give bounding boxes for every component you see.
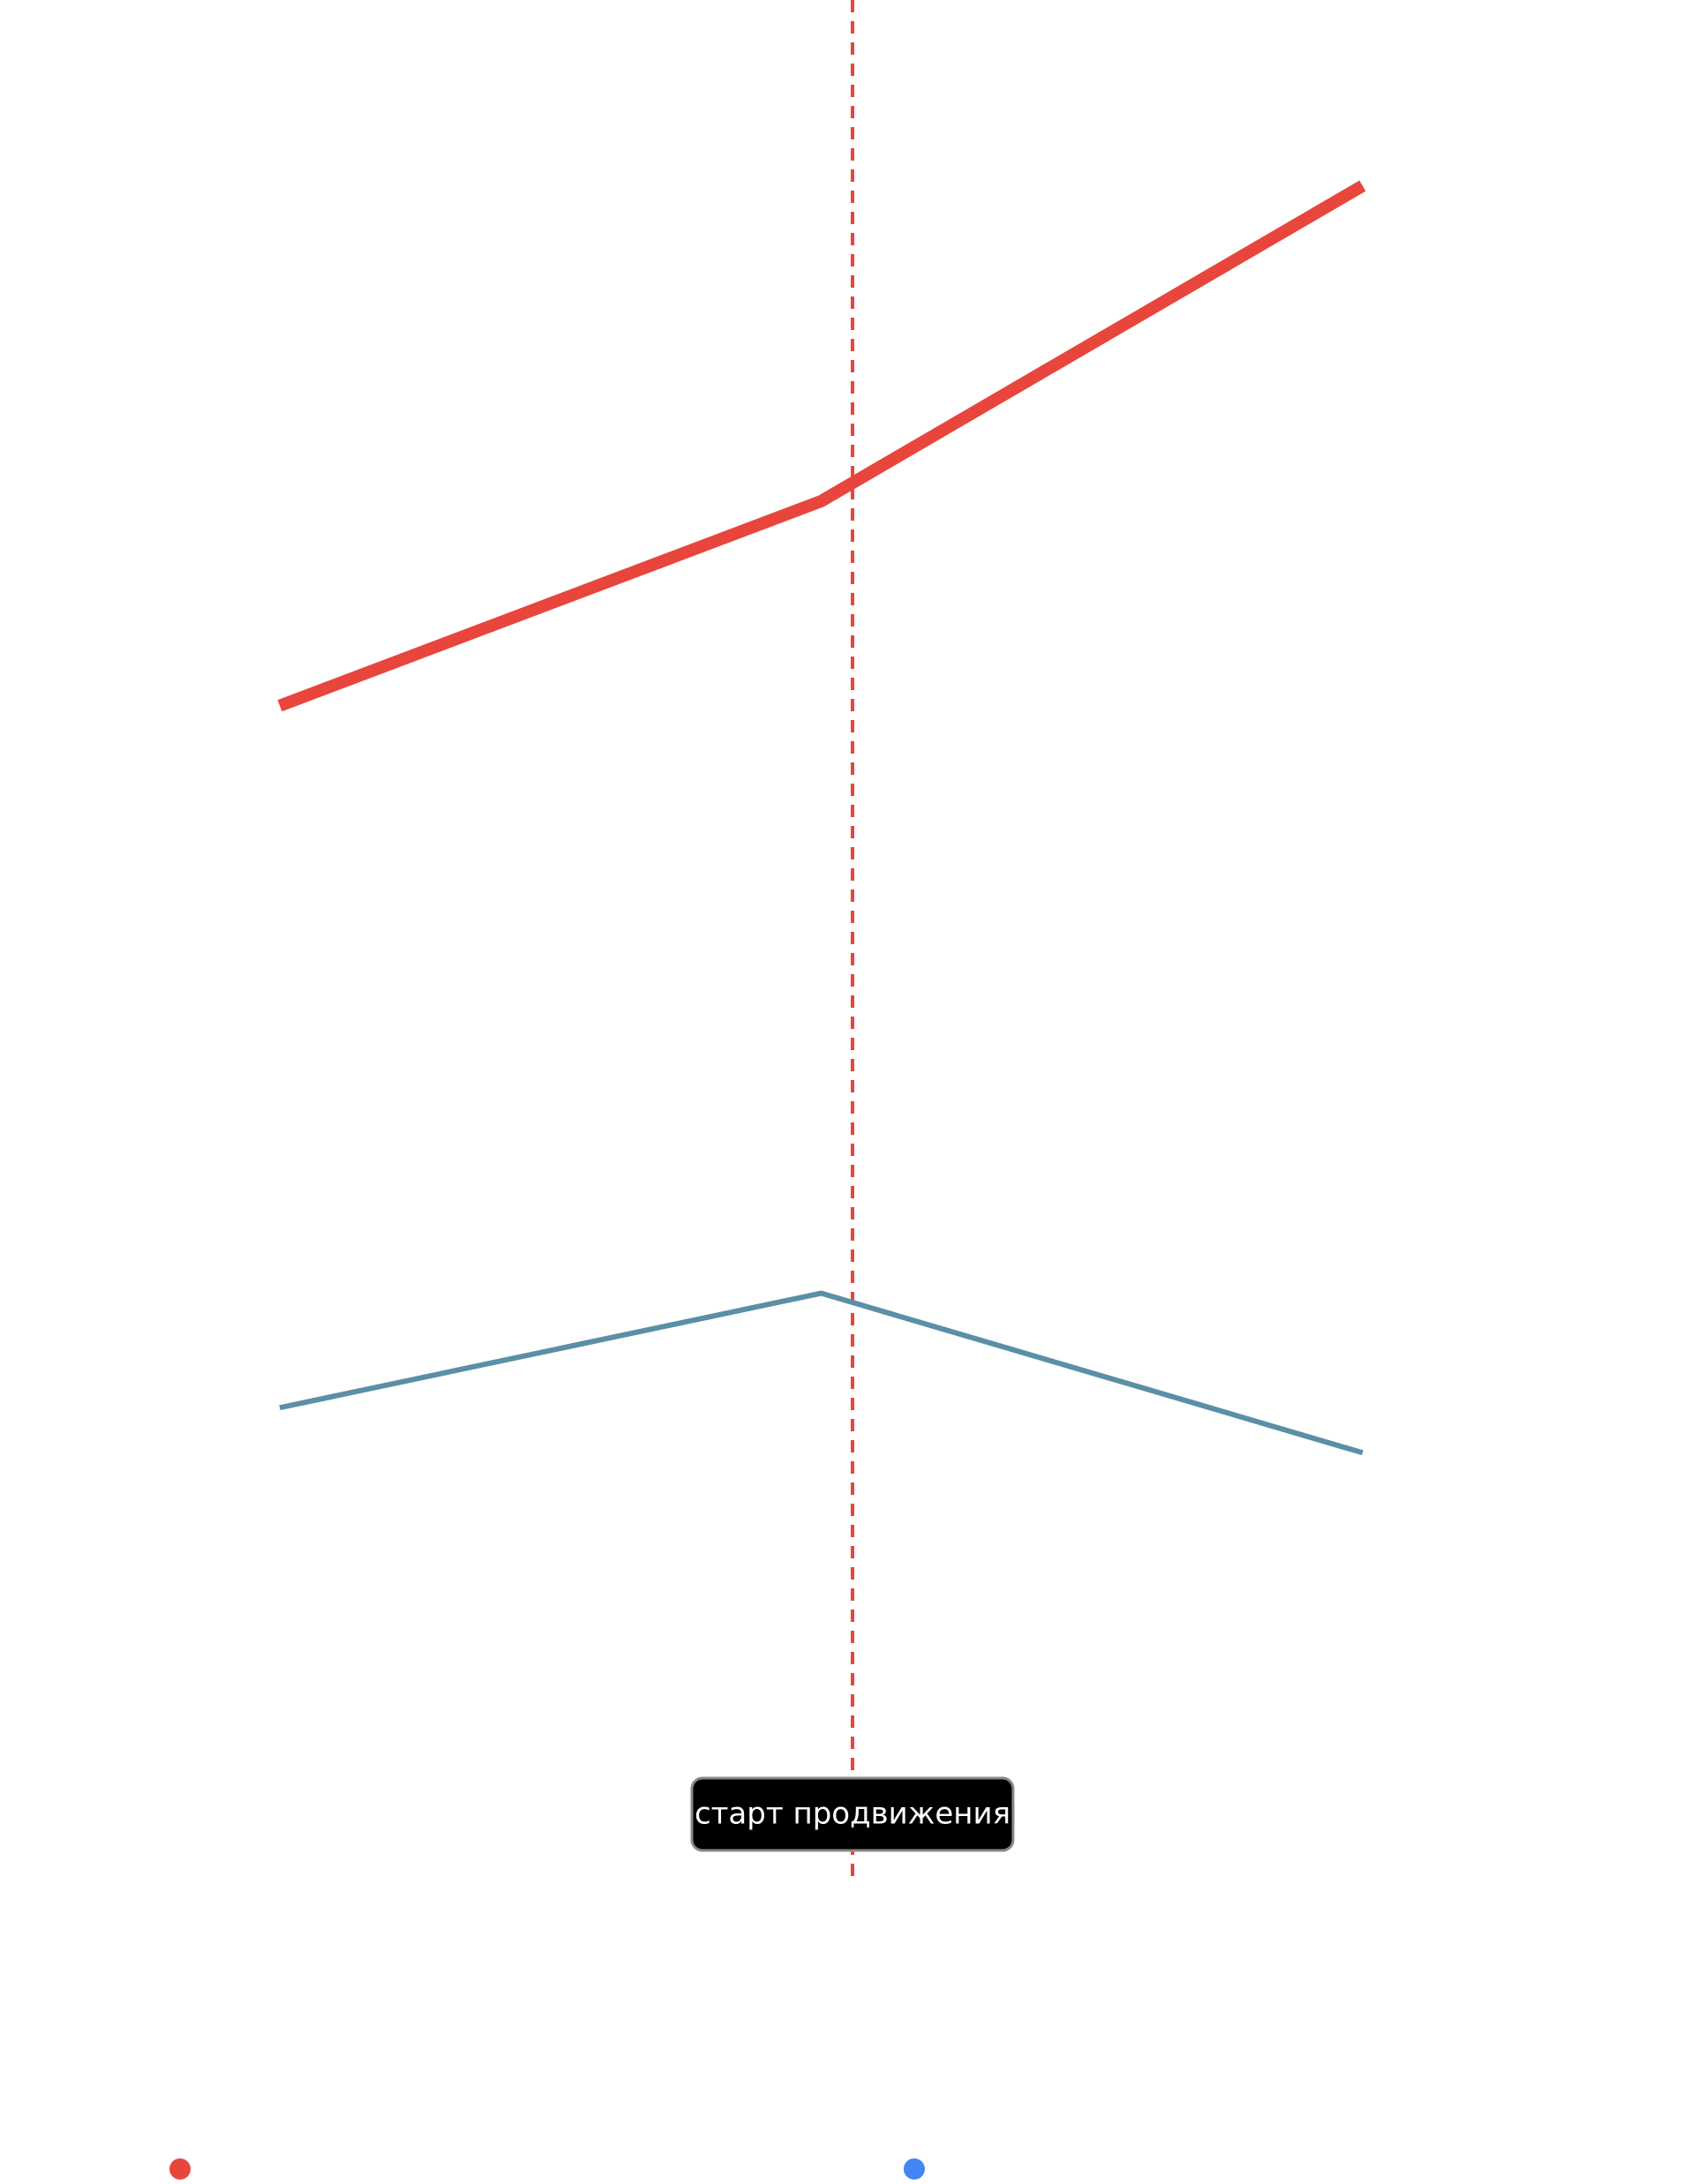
legend-marker (904, 2158, 925, 2180)
data-line (279, 1290, 1363, 1456)
legend-marker (169, 2158, 191, 2180)
annotation: старт продвижения (695, 1797, 1010, 1832)
data-line (277, 180, 1366, 712)
annotation-box (690, 1776, 1015, 1852)
series-group (277, 180, 1366, 1456)
